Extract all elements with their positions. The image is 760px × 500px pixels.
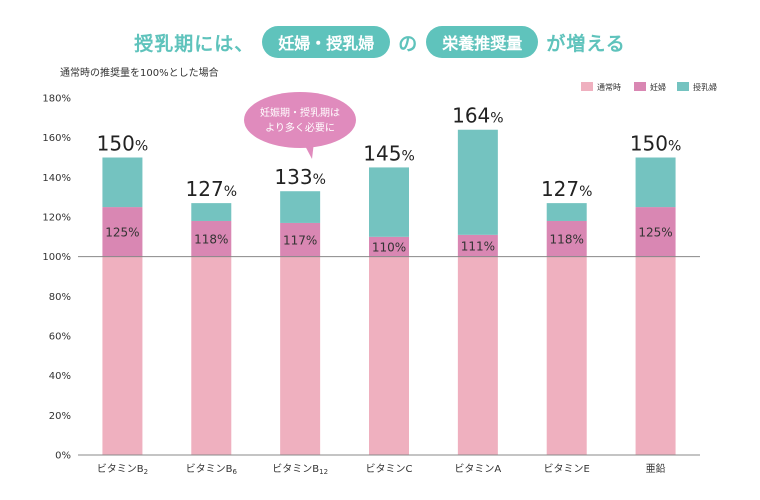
x-tick-label-base: 亜鉛 bbox=[646, 462, 666, 475]
bar-segment-normal bbox=[546, 256, 587, 455]
bar-segment-normal bbox=[102, 256, 143, 455]
legend-swatch-pregnant bbox=[634, 82, 646, 91]
callout-body bbox=[244, 92, 356, 148]
y-axis-ticks: 0% 20% 40% 60% 80% 100% 120% 140% 160% 180% bbox=[42, 94, 71, 462]
legend-label-lactating: 授乳婦 bbox=[693, 82, 717, 92]
title-middle: の bbox=[398, 32, 419, 55]
bar-segment-pregnant bbox=[280, 222, 321, 257]
data-label-pregnant: 110% bbox=[372, 240, 406, 254]
data-label-lactating-unit: % bbox=[401, 148, 414, 164]
callout-line-2: より多く必要に bbox=[265, 121, 335, 134]
bar-segment-pregnant bbox=[102, 207, 143, 257]
x-tick-label: ビタミンB6 bbox=[186, 463, 238, 476]
bar-segment-lactating bbox=[102, 157, 143, 208]
x-tick-label: ビタミンE bbox=[544, 463, 590, 475]
bar-segment-normal bbox=[280, 256, 321, 455]
data-labels: 125% 150% 118% 127% 117% 133% 110% 145% 111% 164%… bbox=[97, 104, 682, 255]
callout-line-1: 妊娠期・授乳期は bbox=[260, 106, 340, 119]
bar-segment-lactating bbox=[191, 203, 232, 221]
y-tick-label: 40% bbox=[49, 371, 71, 382]
data-label-pregnant: 117% bbox=[283, 233, 317, 247]
y-tick-label: 140% bbox=[42, 173, 71, 184]
data-label-lactating: 164% bbox=[452, 104, 504, 128]
x-axis-labels: ビタミンB2 ビタミンB6 ビタミンB12 ビタミンC ビタミンA ビタミンE 亜鉛 bbox=[97, 462, 666, 476]
bar-segment-normal bbox=[191, 256, 232, 455]
y-tick-label: 80% bbox=[49, 292, 71, 303]
x-tick-label-base: ビタミンB bbox=[186, 463, 233, 475]
bar-segment-pregnant bbox=[635, 207, 676, 257]
x-tick-label-subscript: 12 bbox=[319, 468, 328, 476]
data-label-lactating-number: 127 bbox=[186, 177, 224, 201]
bar-segment-normal bbox=[457, 256, 498, 455]
y-axis-label: 通常時の推奨量を100%とした場合 bbox=[60, 66, 219, 79]
legend-swatch-normal bbox=[581, 82, 593, 91]
data-label-pregnant: 118% bbox=[550, 232, 584, 246]
legend-swatch-lactating bbox=[677, 82, 689, 91]
legend-label-pregnant: 妊婦 bbox=[650, 82, 666, 92]
data-label-lactating: 127% bbox=[186, 177, 238, 201]
bar-segment-pregnant bbox=[546, 220, 587, 257]
data-label-lactating-unit: % bbox=[313, 172, 326, 188]
x-tick-label: ビタミンA bbox=[454, 463, 501, 475]
x-tick-label-base: ビタミンE bbox=[544, 463, 590, 475]
data-label-lactating-number: 127 bbox=[541, 177, 579, 201]
data-label-lactating: 145% bbox=[363, 141, 415, 165]
y-tick-label: 0% bbox=[55, 451, 71, 462]
x-tick-label: ビタミンC bbox=[366, 463, 413, 475]
data-label-lactating: 127% bbox=[541, 177, 593, 201]
legend: 通常時 妊婦 授乳婦 bbox=[581, 82, 717, 92]
data-label-pregnant: 125% bbox=[105, 225, 139, 239]
x-tick-label-base: ビタミンC bbox=[366, 463, 413, 475]
y-tick-label: 180% bbox=[42, 94, 71, 105]
data-label-lactating-unit: % bbox=[579, 184, 592, 200]
data-label-lactating-number: 164 bbox=[452, 104, 490, 128]
y-tick-label: 160% bbox=[42, 133, 71, 144]
data-label-pregnant: 125% bbox=[638, 225, 672, 239]
bar-segment-pregnant bbox=[457, 234, 498, 257]
x-tick-label: ビタミンB2 bbox=[97, 463, 148, 476]
data-label-lactating-number: 150 bbox=[630, 132, 668, 156]
data-label-lactating-number: 150 bbox=[97, 132, 135, 156]
x-tick-label-base: ビタミンB bbox=[272, 463, 319, 475]
title-pill-recommended-amount: 栄養推奨量 bbox=[426, 26, 539, 58]
bar-segment-lactating bbox=[457, 129, 498, 235]
bar-segment-normal bbox=[635, 256, 676, 455]
data-label-lactating-unit: % bbox=[135, 139, 148, 155]
data-label-lactating-unit: % bbox=[224, 184, 237, 200]
data-label-lactating: 133% bbox=[274, 165, 326, 189]
bar-segment-lactating bbox=[546, 203, 587, 221]
y-tick-label: 100% bbox=[42, 252, 71, 263]
bar-segment-lactating bbox=[635, 157, 676, 208]
data-label-lactating-unit: % bbox=[668, 139, 681, 155]
data-label-lactating-number: 133 bbox=[274, 165, 312, 189]
bar-segment-lactating bbox=[280, 191, 321, 223]
legend-label-normal: 通常時 bbox=[597, 82, 621, 92]
bar-segment-lactating bbox=[369, 167, 409, 237]
data-label-lactating-unit: % bbox=[490, 111, 503, 127]
data-label-lactating: 150% bbox=[97, 132, 149, 156]
y-tick-label: 20% bbox=[49, 411, 71, 422]
data-label-pregnant: 118% bbox=[194, 232, 228, 246]
x-tick-label: ビタミンB12 bbox=[272, 463, 328, 476]
bars bbox=[102, 129, 676, 455]
title-prefix: 授乳期には、 bbox=[134, 32, 255, 55]
x-tick-label-subscript: 6 bbox=[232, 468, 237, 476]
bar-segment-pregnant bbox=[369, 236, 409, 257]
data-label-lactating: 150% bbox=[630, 132, 682, 156]
y-tick-label: 60% bbox=[49, 332, 71, 343]
title-pill-pregnant-lactating: 妊婦・授乳婦 bbox=[262, 26, 391, 58]
title-suffix: が増える bbox=[546, 32, 626, 55]
data-label-pregnant: 111% bbox=[461, 239, 495, 253]
y-tick-label: 120% bbox=[42, 213, 71, 224]
x-tick-label-base: ビタミンB bbox=[97, 463, 144, 475]
bar-segment-normal bbox=[369, 256, 409, 455]
x-tick-label-subscript: 2 bbox=[144, 468, 148, 476]
bar-segment-pregnant bbox=[191, 220, 232, 257]
x-tick-label-base: ビタミンA bbox=[454, 463, 501, 475]
chart-title: 授乳期には、 妊婦・授乳婦 の 栄養推奨量 が増える bbox=[0, 18, 760, 66]
callout-bubble: 妊娠期・授乳期は より多く必要に bbox=[244, 92, 356, 159]
x-tick-label: 亜鉛 bbox=[646, 462, 666, 475]
data-label-lactating-number: 145 bbox=[363, 141, 401, 165]
